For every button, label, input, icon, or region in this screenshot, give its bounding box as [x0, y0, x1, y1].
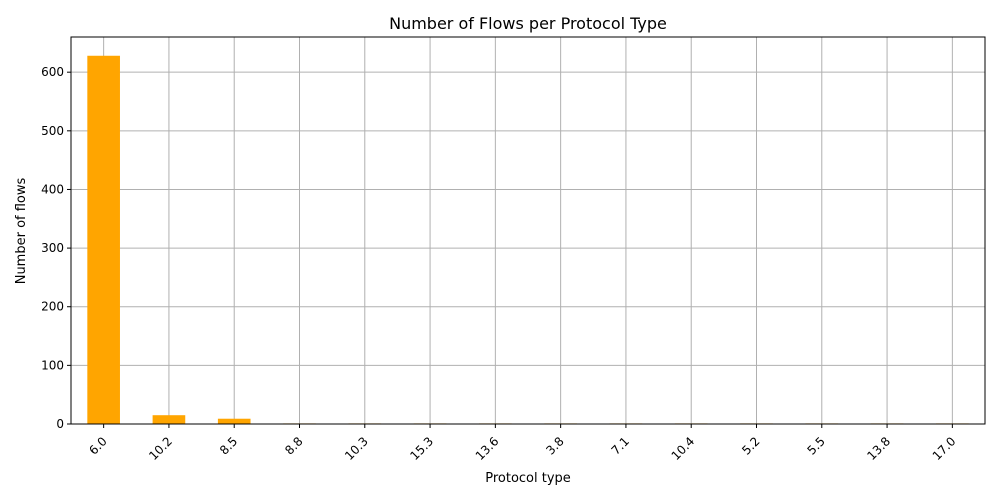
axes: 0 100 200 300 400 500 600 6.0 10.2 8.5 8.8 10.3 15.3…	[41, 36, 986, 463]
y-tick-label: 100	[41, 358, 64, 372]
bar-10.2	[152, 415, 186, 424]
y-tick-label: 200	[41, 300, 64, 314]
x-tick-label: 13.6	[473, 434, 502, 463]
x-tick-label: 15.3	[407, 434, 436, 463]
bar-6.0	[87, 55, 120, 424]
x-tick-label: 17.0	[930, 434, 959, 463]
x-axis-label: Protocol type	[485, 471, 571, 486]
x-tick-label: 7.1	[609, 434, 632, 457]
x-tick-label: 5.5	[805, 434, 828, 457]
bar-8.5	[217, 418, 251, 424]
x-tick-label: 13.8	[864, 434, 893, 463]
x-tick-label: 3.8	[543, 434, 566, 457]
x-tick-label: 6.0	[86, 434, 109, 457]
x-tick-label: 10.2	[146, 434, 175, 463]
y-tick-label: 400	[41, 182, 64, 196]
y-tick-label: 500	[41, 124, 64, 138]
y-tick-label: 600	[41, 65, 64, 79]
x-tick-label: 10.4	[669, 434, 698, 463]
x-tick-label: 5.2	[739, 434, 762, 457]
y-tick-label: 300	[41, 241, 64, 255]
y-tick-label: 0	[56, 417, 64, 431]
bars	[87, 55, 969, 424]
chart-title: Number of Flows per Protocol Type	[389, 14, 667, 33]
x-tick-label: 8.5	[217, 434, 240, 457]
x-tick-label: 8.8	[282, 434, 305, 457]
y-axis-label: Number of flows	[14, 177, 29, 284]
grid	[71, 37, 985, 425]
plot-frame	[70, 36, 986, 425]
x-tick-label: 10.3	[342, 434, 371, 463]
